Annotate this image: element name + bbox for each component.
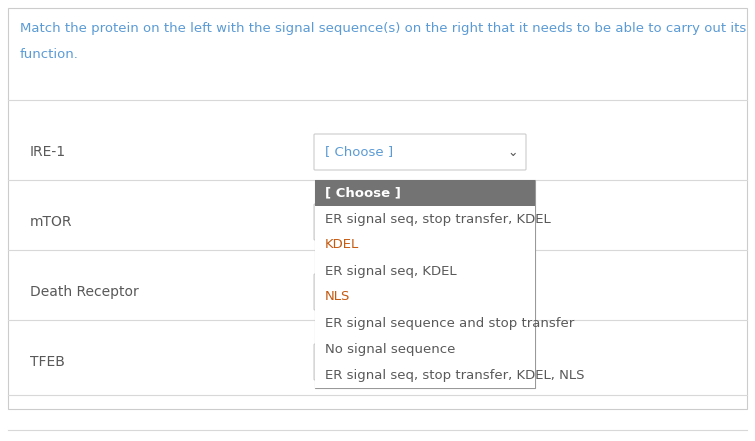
FancyBboxPatch shape	[315, 258, 535, 284]
Text: [ Choose ]: [ Choose ]	[325, 216, 393, 228]
Text: ER signal seq, KDEL: ER signal seq, KDEL	[325, 265, 457, 277]
FancyBboxPatch shape	[315, 206, 535, 232]
Text: ER signal sequence and stop transfer: ER signal sequence and stop transfer	[325, 317, 575, 329]
Text: Death Receptor: Death Receptor	[30, 285, 139, 299]
FancyBboxPatch shape	[316, 181, 536, 389]
Text: ⌄: ⌄	[508, 146, 518, 158]
Text: [ Choose ]: [ Choose ]	[325, 187, 401, 199]
Text: No signal sequence: No signal sequence	[325, 343, 455, 355]
Text: IRE-1: IRE-1	[30, 145, 66, 159]
FancyBboxPatch shape	[315, 362, 535, 388]
Text: ⌄: ⌄	[508, 285, 518, 299]
Text: KDEL: KDEL	[325, 239, 359, 251]
FancyBboxPatch shape	[315, 180, 535, 206]
Text: NLS: NLS	[325, 291, 350, 303]
FancyBboxPatch shape	[8, 8, 747, 409]
FancyBboxPatch shape	[314, 204, 526, 240]
Text: ER signal seq, stop transfer, KDEL, NLS: ER signal seq, stop transfer, KDEL, NLS	[325, 369, 584, 381]
Text: function.: function.	[20, 48, 79, 61]
FancyBboxPatch shape	[314, 134, 526, 170]
Text: ⌄: ⌄	[508, 355, 518, 369]
FancyBboxPatch shape	[315, 310, 535, 336]
FancyBboxPatch shape	[314, 344, 526, 380]
FancyBboxPatch shape	[315, 336, 535, 362]
FancyBboxPatch shape	[315, 180, 535, 388]
FancyBboxPatch shape	[314, 274, 526, 310]
Text: mTOR: mTOR	[30, 215, 72, 229]
FancyBboxPatch shape	[315, 284, 535, 310]
Text: Match the protein on the left with the signal sequence(s) on the right that it n: Match the protein on the left with the s…	[20, 22, 746, 35]
Text: [ Choose ]: [ Choose ]	[325, 285, 393, 299]
Text: [ Choose ]: [ Choose ]	[325, 146, 393, 158]
Text: TFEB: TFEB	[30, 355, 65, 369]
Text: ⌄: ⌄	[508, 216, 518, 228]
FancyBboxPatch shape	[315, 232, 535, 258]
Text: [ Choose ]: [ Choose ]	[325, 355, 393, 369]
Text: ER signal seq, stop transfer, KDEL: ER signal seq, stop transfer, KDEL	[325, 213, 550, 225]
